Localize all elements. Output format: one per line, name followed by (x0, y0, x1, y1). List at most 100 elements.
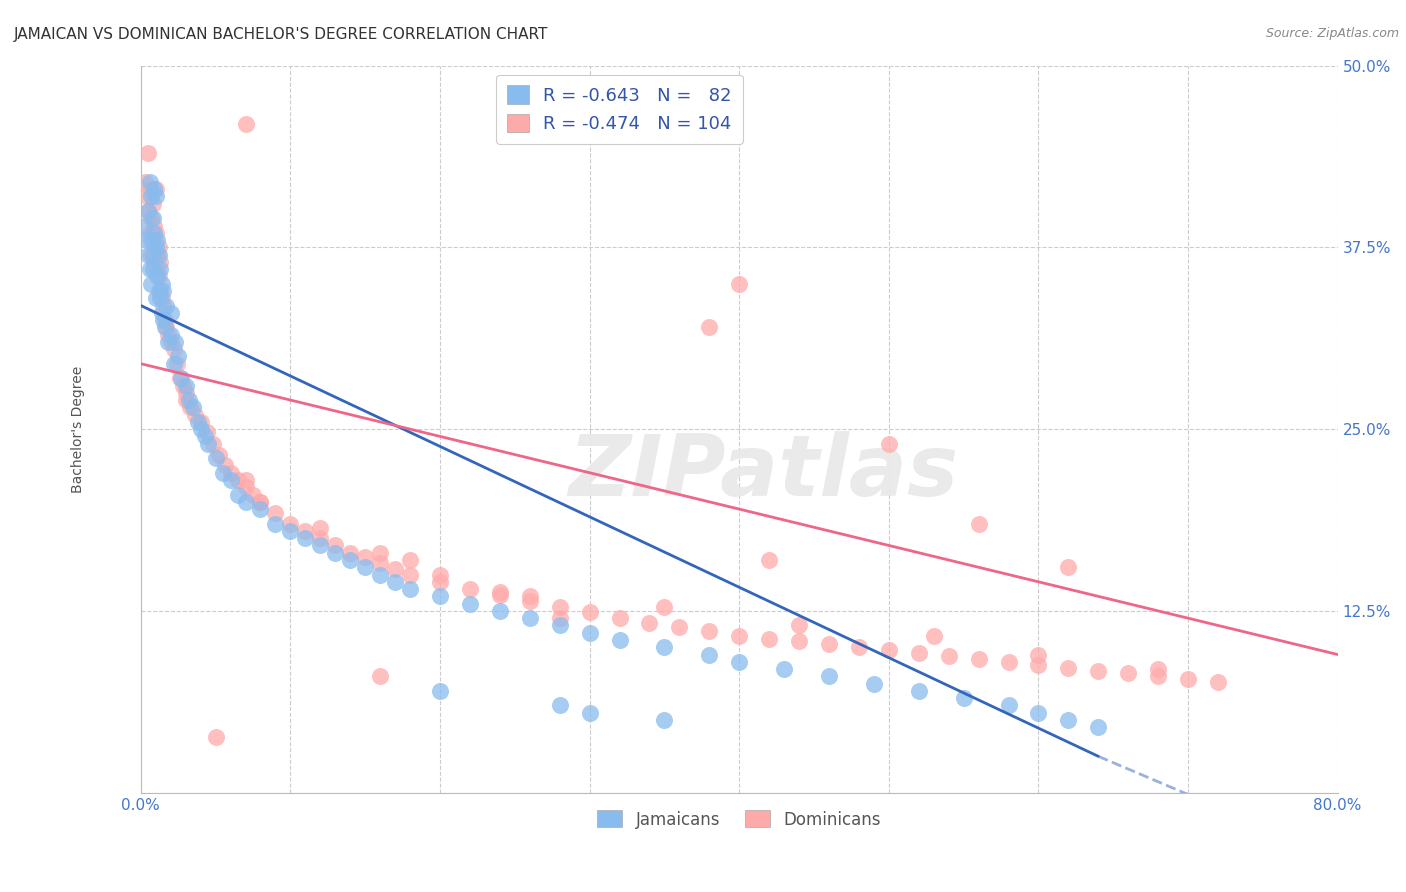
Point (609, 611, 631, 625)
Point (148, 247, 170, 261)
Point (142, 211, 165, 226)
Point (145, 189, 167, 203)
Point (309, 531, 332, 545)
Point (548, 618, 571, 632)
Point (139, 175, 162, 189)
Point (1087, 664, 1109, 678)
Point (179, 401, 201, 415)
Point (148, 269, 170, 284)
Point (174, 392, 197, 407)
Point (863, 676, 886, 690)
Point (136, 145, 159, 160)
Point (149, 255, 172, 269)
Point (458, 582, 481, 596)
Point (134, 219, 156, 233)
Point (141, 277, 163, 291)
Point (139, 182, 162, 196)
Point (952, 691, 974, 706)
Point (197, 436, 219, 450)
Text: ZIPatlas: ZIPatlas (568, 431, 959, 515)
Point (145, 291, 167, 305)
Point (139, 226, 162, 240)
Point (148, 284, 170, 298)
Point (1206, 675, 1229, 690)
Point (1057, 660, 1080, 674)
Point (143, 255, 166, 269)
Point (149, 262, 172, 277)
Point (135, 189, 157, 203)
Point (1116, 666, 1139, 681)
Point (368, 546, 391, 560)
Point (187, 415, 209, 429)
Point (139, 262, 162, 277)
Point (1028, 657, 1050, 672)
Point (1147, 669, 1170, 683)
Point (148, 240, 170, 254)
Point (697, 320, 720, 334)
Point (150, 277, 173, 291)
Point (149, 284, 172, 298)
Point (339, 553, 361, 567)
Y-axis label: Bachelor's Degree: Bachelor's Degree (72, 366, 86, 492)
Point (339, 546, 361, 560)
Point (354, 550, 377, 565)
Point (309, 521, 332, 535)
Point (294, 531, 316, 545)
Point (153, 313, 176, 327)
Point (609, 632, 631, 647)
Point (548, 698, 571, 713)
Point (204, 451, 226, 466)
Point (399, 553, 422, 567)
Point (758, 553, 780, 567)
Point (489, 585, 512, 599)
Point (177, 392, 200, 407)
Point (207, 448, 229, 462)
Point (1028, 648, 1050, 662)
Point (145, 182, 167, 196)
Point (489, 588, 512, 602)
Point (578, 706, 600, 720)
Point (429, 567, 451, 582)
Point (159, 306, 181, 320)
Point (142, 233, 165, 247)
Point (264, 516, 287, 531)
Point (384, 574, 406, 589)
Point (519, 593, 541, 607)
Point (135, 233, 157, 247)
Point (654, 713, 676, 727)
Point (145, 226, 167, 240)
Point (997, 655, 1019, 669)
Text: Source: ZipAtlas.com: Source: ZipAtlas.com (1265, 27, 1399, 40)
Point (519, 611, 541, 625)
Point (654, 640, 676, 655)
Point (181, 401, 204, 415)
Point (143, 226, 166, 240)
Point (204, 731, 226, 745)
Point (150, 306, 173, 320)
Point (146, 269, 169, 284)
Point (156, 334, 179, 349)
Point (150, 291, 173, 305)
Point (219, 473, 242, 487)
Point (368, 669, 391, 683)
Point (152, 313, 174, 327)
Point (818, 637, 841, 651)
Point (159, 327, 181, 342)
Point (399, 567, 422, 582)
Point (728, 655, 751, 669)
Point (195, 425, 218, 439)
Point (1177, 672, 1199, 686)
Point (264, 507, 287, 521)
Point (758, 632, 780, 646)
Point (155, 320, 177, 334)
Point (1087, 720, 1109, 734)
Point (668, 620, 690, 634)
Point (938, 648, 960, 663)
Point (163, 357, 186, 371)
Point (212, 466, 235, 480)
Point (143, 219, 166, 233)
Point (997, 698, 1019, 713)
Point (235, 480, 257, 494)
Point (249, 502, 271, 516)
Point (152, 299, 174, 313)
